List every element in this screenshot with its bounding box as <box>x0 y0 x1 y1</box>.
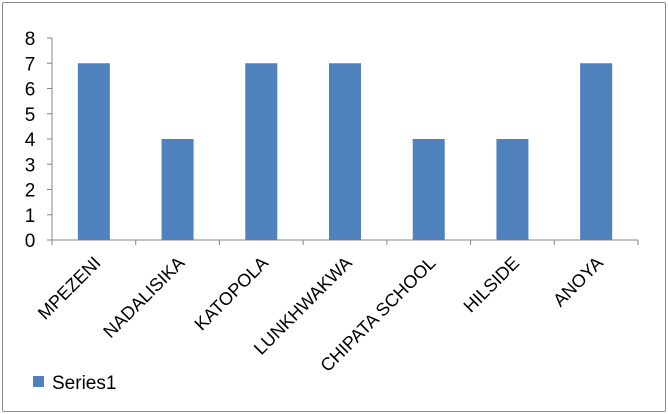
y-tick-label: 4 <box>25 130 36 151</box>
y-tick-label: 8 <box>25 29 36 50</box>
bar-hilside <box>496 139 529 240</box>
y-tick-label: 2 <box>25 181 36 202</box>
y-tick-label: 5 <box>25 105 36 126</box>
x-axis <box>51 239 639 245</box>
y-tick-label: 6 <box>25 80 36 101</box>
y-tick-label: 3 <box>25 155 36 176</box>
bar-katopola <box>245 63 278 240</box>
bar-chipata-school <box>412 139 445 240</box>
x-category-label: HILSIDE <box>460 253 524 317</box>
y-tick-label: 1 <box>25 206 36 227</box>
legend-swatch-series1 <box>33 376 44 387</box>
x-category-label: ANOYA <box>549 253 607 311</box>
x-category-label: KATOPOLA <box>191 253 273 335</box>
y-tick-label: 0 <box>25 231 36 252</box>
y-tick-label: 7 <box>25 54 36 75</box>
bar-lunkhwakwa <box>329 63 361 240</box>
x-category-label: MPEZENI <box>34 253 105 324</box>
bars <box>77 63 613 240</box>
bar-anoya <box>580 63 613 240</box>
x-category-label: NADALISIKA <box>99 253 188 342</box>
legend: Series1 <box>33 373 116 394</box>
bar-nadalisika <box>161 139 194 240</box>
bar-mpezeni <box>77 63 110 240</box>
legend-label-series1: Series1 <box>52 373 116 394</box>
y-axis: 0 1 2 3 4 5 6 7 8 <box>25 29 53 252</box>
